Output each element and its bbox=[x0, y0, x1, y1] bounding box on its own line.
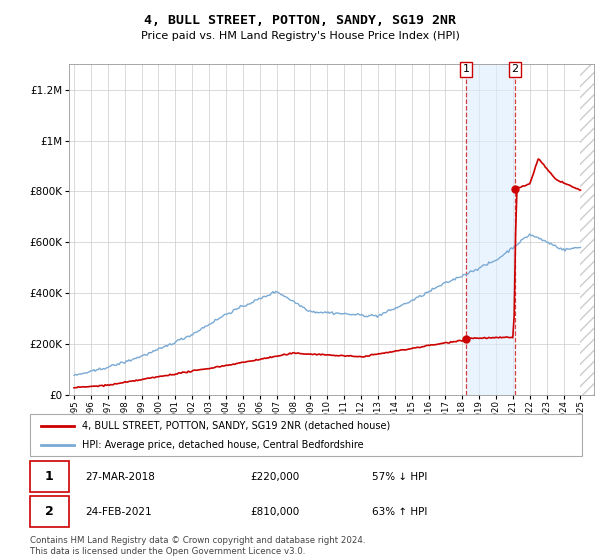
Text: 2: 2 bbox=[45, 505, 53, 518]
Text: £220,000: £220,000 bbox=[251, 472, 300, 482]
Text: 57% ↓ HPI: 57% ↓ HPI bbox=[372, 472, 428, 482]
Text: 2: 2 bbox=[511, 64, 518, 74]
Bar bbox=[466, 64, 515, 395]
Text: 27-MAR-2018: 27-MAR-2018 bbox=[85, 472, 155, 482]
Text: 1: 1 bbox=[463, 64, 470, 74]
Text: 1: 1 bbox=[45, 470, 53, 483]
Text: 24-FEB-2021: 24-FEB-2021 bbox=[85, 507, 152, 517]
Text: 63% ↑ HPI: 63% ↑ HPI bbox=[372, 507, 428, 517]
Bar bbox=[30, 461, 68, 492]
Point bbox=[510, 184, 520, 193]
Text: HPI: Average price, detached house, Central Bedfordshire: HPI: Average price, detached house, Cent… bbox=[82, 440, 364, 450]
Text: Contains HM Land Registry data © Crown copyright and database right 2024.
This d: Contains HM Land Registry data © Crown c… bbox=[30, 536, 365, 556]
Text: 4, BULL STREET, POTTON, SANDY, SG19 2NR: 4, BULL STREET, POTTON, SANDY, SG19 2NR bbox=[144, 14, 456, 27]
Text: Price paid vs. HM Land Registry's House Price Index (HPI): Price paid vs. HM Land Registry's House … bbox=[140, 31, 460, 41]
Bar bbox=[30, 496, 68, 527]
Point bbox=[461, 334, 471, 343]
Text: 4, BULL STREET, POTTON, SANDY, SG19 2NR (detached house): 4, BULL STREET, POTTON, SANDY, SG19 2NR … bbox=[82, 421, 391, 431]
Text: £810,000: £810,000 bbox=[251, 507, 300, 517]
